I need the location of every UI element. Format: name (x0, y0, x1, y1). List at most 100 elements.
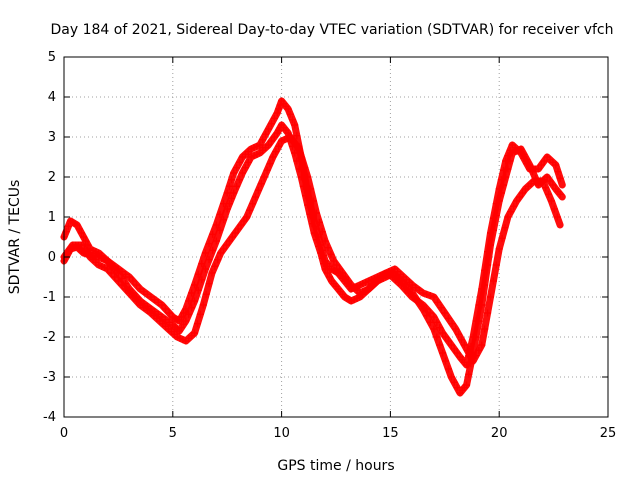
data-point (216, 210, 224, 218)
data-point (442, 333, 450, 341)
data-point (191, 329, 199, 337)
data-point (481, 266, 489, 274)
y-tick-label: -3 (43, 370, 56, 385)
data-point (489, 214, 497, 222)
data-point (114, 277, 122, 285)
data-point (270, 133, 278, 141)
data-point (430, 313, 438, 321)
data-point (83, 249, 91, 257)
data-point (320, 252, 328, 260)
data-point (484, 248, 492, 256)
data-point (158, 301, 166, 309)
data-point (147, 293, 155, 301)
data-point (433, 318, 441, 326)
data-point (275, 105, 283, 113)
data-point (212, 237, 220, 245)
data-point (318, 246, 326, 254)
data-point (426, 309, 434, 317)
data-point (220, 200, 228, 208)
data-point (214, 256, 222, 264)
y-tick-label: -1 (43, 290, 56, 305)
data-point (341, 273, 349, 281)
data-point (448, 320, 456, 328)
data-point (182, 317, 190, 325)
data-point (165, 318, 173, 326)
data-point (196, 310, 204, 318)
data-point (254, 186, 262, 194)
data-point (228, 233, 236, 241)
data-point (188, 289, 196, 297)
data-point (73, 221, 81, 229)
data-point (463, 361, 471, 369)
data-point (469, 333, 477, 341)
data-point (185, 297, 193, 305)
data-point (202, 290, 210, 298)
data-point (553, 213, 561, 221)
data-point (151, 296, 159, 304)
data-point (436, 341, 444, 349)
data-point (240, 217, 248, 225)
data-point (304, 173, 312, 181)
data-point (273, 109, 281, 117)
data-point (298, 154, 306, 162)
data-point (504, 213, 512, 221)
chart-title: Day 184 of 2021, Sidereal Day-to-day VTE… (50, 22, 613, 38)
data-point (523, 160, 531, 168)
data-point (237, 221, 245, 229)
data-point (408, 293, 416, 301)
data-point (122, 270, 130, 278)
y-tick-label: 3 (48, 130, 56, 145)
y-axis-label: SDTVAR / TECUs (7, 180, 23, 295)
data-point (276, 101, 284, 109)
data-point (111, 262, 119, 270)
data-point (450, 378, 458, 386)
data-point (125, 289, 133, 297)
data-point (423, 305, 431, 313)
data-point (437, 304, 445, 312)
data-point (246, 206, 254, 214)
data-point (330, 257, 338, 265)
data-point (546, 177, 554, 185)
y-tick-label: 0 (48, 250, 56, 265)
data-point (469, 357, 477, 365)
data-point (209, 230, 217, 238)
data-point (107, 269, 115, 277)
data-point (444, 314, 452, 322)
data-point (222, 241, 230, 249)
data-point (236, 158, 244, 166)
data-point (262, 130, 270, 138)
data-point (415, 298, 423, 306)
data-point (217, 249, 225, 257)
y-tick-label: -4 (43, 410, 56, 425)
x-tick-label: 20 (491, 426, 508, 441)
data-point (423, 290, 431, 298)
y-tick-label: 5 (48, 50, 56, 65)
data-point (447, 341, 455, 349)
data-point (178, 313, 186, 321)
data-point (554, 168, 562, 176)
data-point (455, 330, 463, 338)
data-point (234, 225, 242, 233)
y-tick-label: 4 (48, 90, 56, 105)
data-point (136, 301, 144, 309)
data-point (107, 260, 115, 268)
data-point (545, 190, 553, 198)
data-point (463, 381, 471, 389)
data-point (310, 197, 318, 205)
data-series-layer (60, 97, 566, 397)
data-point (321, 237, 329, 245)
data-point (228, 194, 236, 202)
data-point (419, 301, 427, 309)
data-point (397, 281, 405, 289)
data-point (220, 245, 228, 253)
data-point (498, 234, 506, 242)
y-tick-label: 2 (48, 170, 56, 185)
data-point (537, 161, 545, 169)
data-point (484, 309, 492, 317)
data-point (211, 262, 219, 270)
data-point (453, 349, 461, 357)
data-point (286, 110, 294, 118)
data-point (472, 317, 480, 325)
data-point (228, 176, 236, 184)
data-point (475, 346, 483, 354)
